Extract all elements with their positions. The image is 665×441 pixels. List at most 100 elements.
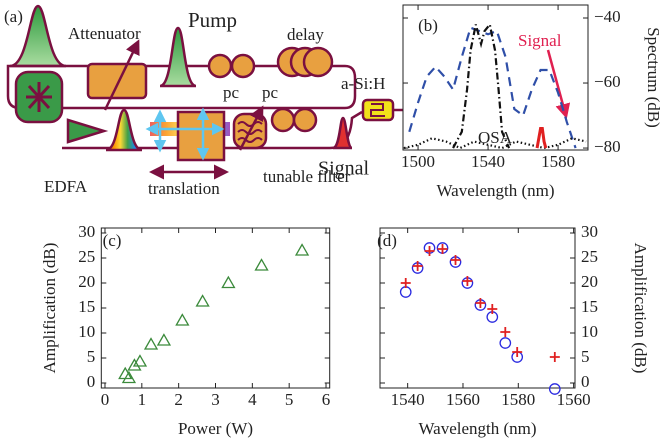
line-series	[535, 127, 548, 149]
fiber-loop	[6, 64, 357, 110]
label: pc	[262, 83, 279, 102]
x-tick-label: 3	[211, 390, 220, 409]
y-axis-label: Amplification (dB)	[40, 243, 59, 374]
y-tick-label: 20	[581, 272, 598, 291]
plot-area	[403, 21, 587, 150]
y-tick-label: −40	[594, 7, 621, 26]
y-tick-label: 0	[87, 372, 96, 391]
x-tick-label: 2	[174, 390, 183, 409]
triangle-point	[143, 337, 159, 350]
label: translation	[148, 179, 220, 198]
x-tick-label: 1580	[541, 152, 575, 171]
asterisk	[26, 82, 52, 112]
edfa	[66, 118, 109, 144]
x-tick-label: 1560	[446, 390, 480, 409]
plus-point	[400, 278, 411, 288]
y-tick-label: −80	[594, 137, 621, 156]
arrow	[103, 39, 140, 111]
delay-loop	[302, 46, 334, 78]
x-axis-label: Wavelength (nm)	[418, 419, 536, 438]
y-axis-label: Amplification (dB)	[631, 243, 650, 374]
arrow	[238, 105, 264, 151]
triangle-point	[294, 243, 310, 256]
label: pc	[223, 83, 240, 102]
signal-pulse	[332, 116, 354, 150]
plot-frame	[402, 4, 589, 151]
label: Signal	[318, 158, 370, 180]
plus-point	[450, 255, 461, 265]
panel-label: (d)	[377, 231, 397, 250]
chip-icon	[370, 103, 385, 117]
triangle-point	[195, 294, 210, 307]
plus-point	[487, 304, 498, 314]
pc-loop	[270, 107, 296, 133]
x-tick-label: 1560	[557, 390, 591, 409]
panel-label: (b)	[418, 16, 438, 35]
plus-point	[424, 246, 435, 256]
y-tick-label: 10	[78, 322, 95, 341]
triangle-point	[221, 275, 236, 289]
circle-point	[548, 383, 561, 395]
label: delay	[287, 25, 324, 44]
x-tick-label: 5	[285, 390, 294, 409]
setup-diagram: (a) Attenuator Pump pc delay EDFA transl…	[4, 4, 403, 198]
plus-point	[512, 347, 523, 357]
y-tick-label: 15	[581, 297, 598, 316]
pc-loop	[207, 53, 233, 79]
x-tick-label: 0	[101, 390, 110, 409]
y-tick-label: 30	[78, 222, 95, 241]
chart: 0 1 2 3 4 5 6 0 5 10 15 20 25 30 Power (W) Amplificatio…	[40, 222, 330, 438]
triangle-point	[132, 354, 148, 367]
pump-pulse	[159, 26, 197, 88]
label: Pump	[188, 8, 237, 32]
annotation: OSA	[478, 128, 513, 147]
y-tick-label: 10	[581, 322, 598, 341]
label: tunable filter	[263, 167, 351, 186]
pulse-shape	[9, 4, 67, 68]
plot-frame	[379, 227, 576, 389]
y-tick-label: 15	[78, 297, 95, 316]
x-axis-label: Power (W)	[178, 419, 253, 438]
label: Attenuator	[68, 24, 141, 43]
circle-point	[399, 286, 412, 298]
x-tick-label: 6	[322, 390, 331, 409]
plus-point	[412, 261, 423, 271]
pc-loop	[292, 107, 318, 133]
x-tick-label: 1540	[391, 390, 425, 409]
triangle-point	[127, 358, 142, 371]
x-tick-label: 1580	[501, 390, 535, 409]
y-tick-label: 5	[581, 347, 590, 366]
y-tick-label: 20	[78, 272, 95, 291]
chart: 1500 1540 1580 −40 −60 −80 Wavelength (nm) Spec…	[401, 4, 663, 200]
spectrum-shape	[105, 108, 143, 152]
triangle-point	[156, 333, 172, 346]
line-series	[403, 137, 587, 150]
triangle-point	[254, 258, 269, 271]
x-axis-label: Wavelength (nm)	[436, 181, 554, 200]
y-tick-label: −60	[594, 72, 621, 91]
plus-point	[475, 298, 486, 308]
plus-point	[500, 327, 511, 337]
triangle-point	[121, 370, 137, 384]
x-tick-label: 1500	[401, 152, 435, 171]
annotation-arrow	[546, 49, 571, 119]
plus-point	[462, 276, 473, 286]
annotation: Signal	[518, 31, 562, 50]
y-tick-label: 25	[581, 247, 598, 266]
panel-label: (a)	[4, 7, 23, 26]
label: EDFA	[44, 177, 88, 196]
triangle-point	[175, 313, 190, 326]
pc-loop	[230, 53, 256, 79]
x-tick-label: 1	[138, 390, 147, 409]
plus-point	[437, 244, 448, 254]
circle-point	[499, 337, 512, 349]
attenuator	[86, 62, 148, 100]
x-tick-label: 4	[248, 390, 257, 409]
panel-label: (c)	[103, 231, 122, 250]
line-series	[452, 21, 511, 149]
y-tick-label: 25	[78, 247, 95, 266]
y-tick-label: 30	[581, 222, 598, 241]
y-tick-label: 5	[87, 347, 96, 366]
